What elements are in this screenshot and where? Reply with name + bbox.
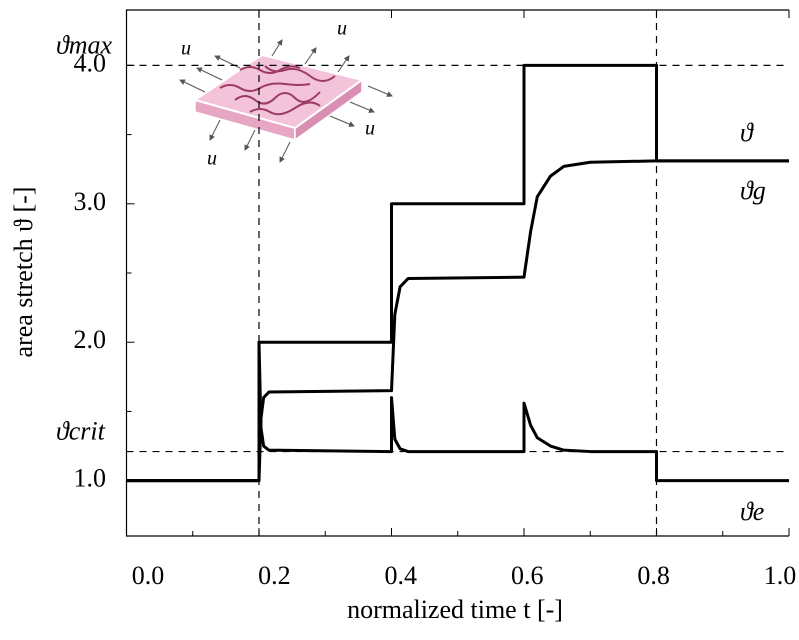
x-tick-label: 0.6 xyxy=(511,561,544,590)
y-tick-label: 2.0 xyxy=(74,325,107,354)
y-axis-label: area stretch ϑ [-] xyxy=(9,187,38,358)
reference-label: ϑmax xyxy=(56,30,113,59)
reference-label: ϑcrit xyxy=(56,417,106,446)
series-label: ϑ xyxy=(740,118,754,147)
inset-label: u xyxy=(181,38,191,60)
inset-label: u xyxy=(337,18,347,40)
x-tick-label: 1.0 xyxy=(764,561,797,590)
x-tick-label: 0.4 xyxy=(385,561,418,590)
series-line xyxy=(126,340,789,483)
inset-label: u xyxy=(365,118,375,140)
inset-illustration xyxy=(179,39,393,163)
series-label: ϑg xyxy=(740,176,766,205)
y-tick-label: 3.0 xyxy=(74,187,107,216)
series-line xyxy=(126,159,789,483)
x-tick-label: 0.2 xyxy=(258,561,291,590)
x-tick-label: 0.0 xyxy=(132,561,165,590)
inset-label: u xyxy=(207,148,217,170)
x-tick-label: 0.8 xyxy=(637,561,670,590)
x-axis-label: normalized time t [-] xyxy=(347,595,563,624)
series-label: ϑe xyxy=(740,497,764,526)
y-tick-label: 1.0 xyxy=(74,464,107,493)
series-line xyxy=(126,63,789,483)
y-tick-label: 4.0 xyxy=(74,48,107,77)
